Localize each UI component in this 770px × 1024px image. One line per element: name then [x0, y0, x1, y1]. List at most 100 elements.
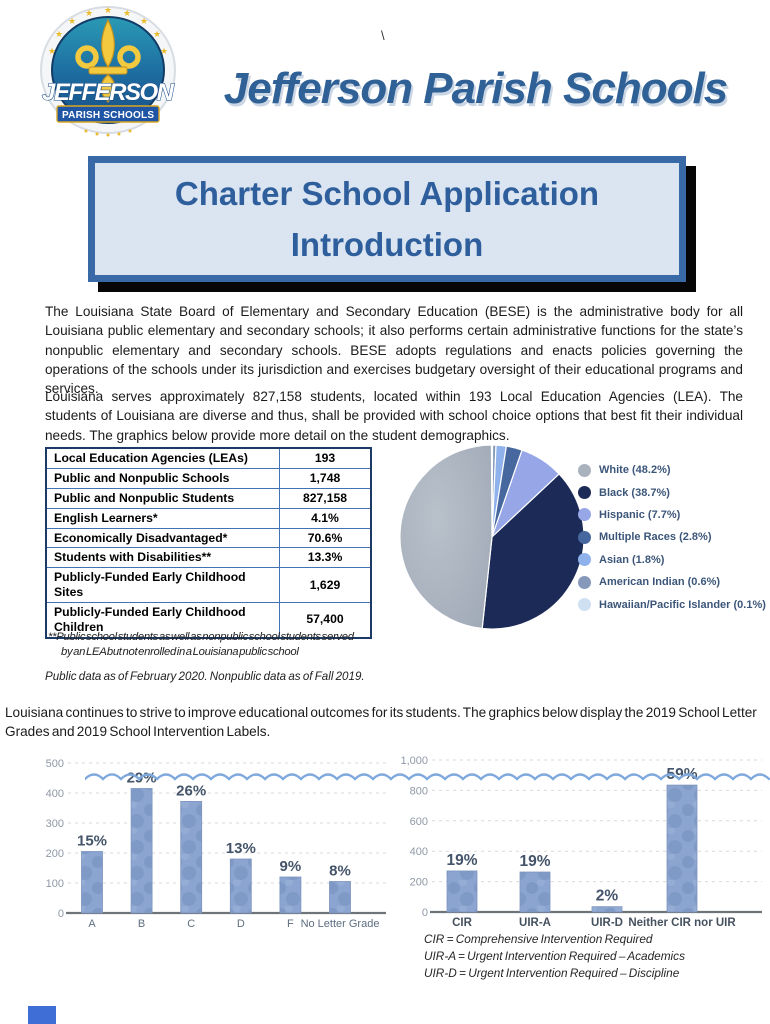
y-tick-label: 1,000 [400, 755, 428, 767]
x-category-label: A [88, 918, 96, 930]
y-tick-label: 0 [422, 907, 428, 919]
legend-item: Asian (1.8%) [578, 549, 768, 571]
bar-d [229, 858, 252, 914]
table-row-label: Publicly-Funded Early Childhood Children [45, 601, 280, 639]
legend-item: Hawaiian/Pacific Islander (0.1%) [578, 593, 768, 615]
legend-label: Hawaiian/Pacific Islander (0.1%) [599, 598, 766, 611]
bar-value-label: 13% [226, 840, 256, 857]
legend-label: White (48.2%) [599, 464, 671, 477]
x-category-label: Neither CIR nor UIR [628, 917, 736, 929]
logo-wordmark: JEFFERSON [42, 79, 175, 106]
table-row-value: 1,748 [279, 467, 372, 489]
legend-label: Hispanic (7.7%) [599, 508, 681, 521]
legend-marker-icon [578, 575, 591, 589]
outcomes-paragraph: Louisiana continues to strive to improve… [5, 705, 757, 740]
bar-value-label: 2% [596, 888, 619, 905]
y-tick-label: 400 [410, 846, 428, 858]
x-category-label: No Letter Grade [301, 918, 380, 930]
intervention-key: CIR = Comprehensive Intervention Require… [424, 931, 685, 981]
table-row-label: Public and Nonpublic Schools [45, 467, 280, 489]
table-row: Public and Nonpublic Schools 1,748 [45, 467, 372, 489]
bar-cir [446, 870, 478, 913]
key-line-uir-d: UIR-D = Urgent Intervention Required – D… [424, 965, 680, 980]
legend-label: American Indian (0.6%) [599, 576, 721, 589]
bar-value-label: 15% [77, 833, 107, 850]
bar-value-label: 19% [519, 853, 550, 870]
table-row-label: English Learners* [45, 507, 280, 529]
svg-text:★: ★ [123, 8, 131, 18]
x-category-label: CIR [452, 917, 473, 929]
legend-label: Asian (1.8%) [599, 553, 665, 566]
page-title: Jefferson Parish Schools [223, 64, 728, 113]
svg-text:★: ★ [55, 29, 63, 39]
y-tick-label: 500 [46, 758, 64, 770]
svg-text:★: ★ [104, 5, 112, 15]
x-category-label: UIR-D [591, 917, 623, 929]
x-category-label: UIR-A [519, 917, 551, 929]
legend-item: White (48.2%) [578, 459, 768, 481]
disability-footnote: **Public school students as well as nonp… [48, 630, 438, 660]
document-title-line2: Introduction [290, 226, 484, 263]
bar-value-label: 29% [127, 770, 157, 787]
y-tick-label: 0 [58, 908, 64, 920]
y-tick-label: 400 [46, 788, 64, 800]
table-row-value: 1,629 [279, 567, 372, 603]
table-row: Public and Nonpublic Students 827,158 [45, 487, 372, 509]
logo-stars: ★ ★ ★ ★ ★ ★ ★ ★ ★ [48, 5, 168, 56]
legend-marker-icon [578, 508, 591, 522]
data-date-footnote: Public data as of February 2020. Nonpubl… [45, 670, 365, 683]
footnote-line: by an LEA but not enrolled in a Louisian… [61, 645, 299, 658]
y-tick-label: 100 [46, 878, 64, 890]
logo-banner-text: PARISH SCHOOLS [62, 110, 154, 121]
key-line-uir-a: UIR-A = Urgent Intervention Required – A… [424, 948, 685, 963]
x-category-label: C [187, 918, 195, 930]
bar-value-label: 59% [666, 766, 697, 783]
pie-slice-white [399, 444, 493, 630]
legend-marker-icon [578, 553, 591, 567]
table-row: Publicly-Funded Early Childhood Sites 1,6… [45, 567, 372, 603]
table-row: Local Education Agencies (LEAs) 193 [45, 447, 372, 469]
table-row-value: 4.1% [279, 507, 372, 529]
bar-value-label: 26% [176, 782, 206, 799]
svg-text:★: ★ [68, 16, 76, 26]
table-row-value: 57,400 [279, 601, 372, 639]
svg-text:★: ★ [85, 8, 93, 18]
legend-marker-icon [578, 486, 591, 500]
intro-paragraph-2: Louisiana serves approximately 827,158 s… [45, 389, 743, 443]
legend-item: Hispanic (7.7%) [578, 504, 768, 526]
table-row-label: Publicly-Funded Early Childhood Sites [45, 567, 280, 603]
table-row-value: 193 [279, 447, 372, 469]
footnote-line: **Public school students as well as nonp… [48, 631, 354, 643]
legend-marker-icon [578, 598, 591, 612]
table-row: Economically Disadvantaged* 70.6% [45, 527, 372, 549]
legend-item: Black (38.7%) [578, 481, 768, 503]
table-row-label: Economically Disadvantaged* [45, 527, 280, 549]
intervention-labels-chart: 0 200 400 600 800 1,000 19% CIR 19% UIR-A 2% UIR-D 5… [396, 750, 768, 950]
student-stats-table: Local Education Agencies (LEAs) 193 Public… [45, 447, 372, 639]
legend-item: Multiple Races (2.8%) [578, 526, 768, 548]
svg-text:★: ★ [140, 16, 148, 26]
bar-uir-a [519, 871, 551, 913]
intro-paragraph-1: The Louisiana State Board of Elementary … [45, 304, 743, 397]
legend-marker-icon [578, 530, 591, 544]
table-row-value: 70.6% [279, 527, 372, 549]
document-title-line1: Charter School Application [174, 174, 600, 212]
logo-motto-marks [84, 129, 132, 137]
bar-value-label: 19% [446, 852, 477, 869]
y-tick-label: 600 [410, 816, 428, 828]
school-logo: ★ ★ ★ ★ ★ ★ ★ ★ ★ JEFFERSON PARISH SCHOOLS [28, 4, 188, 152]
bar-a [81, 851, 103, 914]
demographics-pie-chart [396, 442, 588, 634]
key-line-cir: CIR = Comprehensive Intervention Require… [424, 932, 653, 946]
table-row-label: Local Education Agencies (LEAs) [45, 447, 280, 469]
bar-neither-cir-nor-uir [666, 784, 698, 913]
y-tick-label: 800 [410, 785, 428, 797]
table-row-value: 827,158 [279, 487, 372, 509]
letter-grades-chart: 0 100 200 300 400 500 15% A 29% B 26% C 13% D 9% F 8% No … [40, 750, 390, 945]
y-tick-label: 300 [46, 818, 64, 830]
x-category-label: F [287, 918, 294, 930]
school-crest-icon: ★ ★ ★ ★ ★ ★ ★ ★ ★ JEFFERSON PARISH SCHOOLS [40, 5, 176, 137]
table-row-value: 13.3% [279, 547, 372, 569]
x-category-label: D [237, 918, 245, 930]
